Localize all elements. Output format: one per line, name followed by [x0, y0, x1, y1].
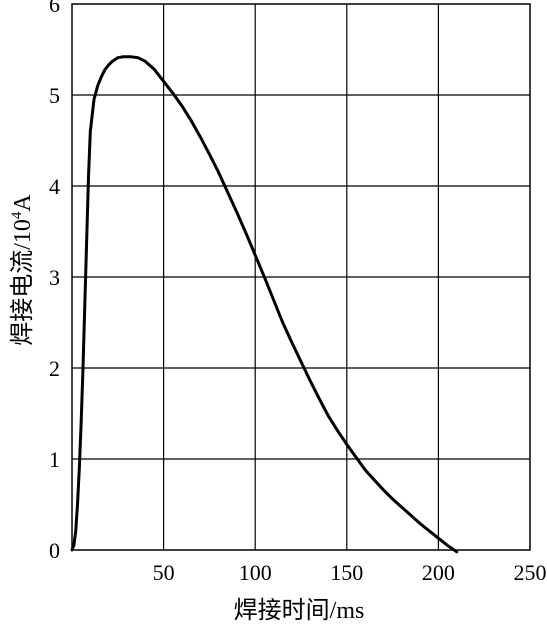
x-tick-label: 200 [422, 560, 455, 585]
y-tick-label: 4 [49, 174, 60, 199]
plot-area [70, 55, 459, 554]
y-tick-label: 3 [49, 265, 60, 290]
y-axis-label: 焊接电流/104A [9, 194, 36, 346]
y-tick-label: 1 [49, 447, 60, 472]
y-tick-label: 5 [49, 83, 60, 108]
y-tick-label: 2 [49, 356, 60, 381]
grid [71, 3, 531, 551]
y-tick-label: 6 [49, 0, 60, 17]
current-curve [70, 55, 459, 554]
y-axis-label-suffix: A [10, 194, 36, 212]
x-tick-label: 250 [514, 560, 547, 585]
y-axis-label-prefix: 焊接电流/10 [9, 219, 36, 346]
x-tick-label: 150 [330, 560, 363, 585]
y-tick-label: 0 [49, 538, 60, 563]
y-axis-label-exponent: 4 [9, 211, 25, 219]
tick-labels: 50 100 150 200 250 0 1 2 3 4 5 6 [49, 0, 547, 585]
x-tick-label: 100 [239, 560, 272, 585]
x-axis-label: 焊接时间/ms [234, 597, 365, 624]
x-tick-label: 50 [153, 560, 175, 585]
